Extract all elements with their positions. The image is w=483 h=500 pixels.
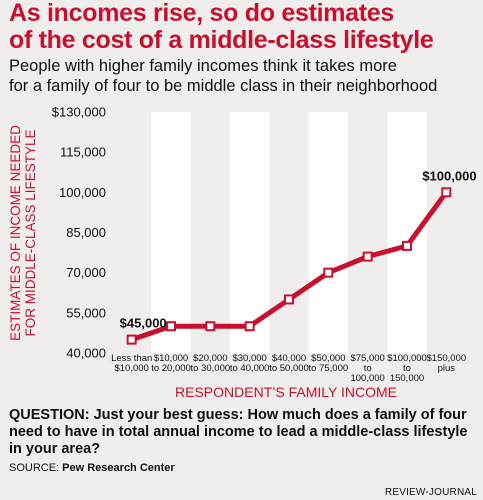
y-tick-label: 85,000 — [66, 225, 106, 240]
question-label: QUESTION: — [9, 407, 90, 423]
data-point-marker — [244, 321, 255, 332]
y-tick-label: 100,000 — [59, 185, 106, 200]
y-axis-title-line-1: ESTIMATES OF INCOME NEEDED — [8, 125, 23, 341]
data-point-marker — [166, 321, 176, 332]
y-tick-label: 70,000 — [66, 265, 106, 280]
data-label: $45,000 — [120, 316, 167, 331]
y-axis-title-line-2: FOR MIDDLE-CLASS LIFESTYLE — [23, 129, 38, 336]
y-tick-label: 40,000 — [66, 346, 106, 361]
data-label: $100,000 — [422, 168, 476, 183]
headline-line-1: As incomes rise, so do estimates — [9, 0, 395, 27]
data-point-marker — [284, 294, 294, 305]
background-band — [230, 112, 270, 353]
data-labels: $45,000 $100,000 — [120, 168, 477, 330]
chart-background-bands — [151, 112, 427, 353]
data-point-marker — [402, 240, 412, 251]
x-tick-label: $75,000 to 100,000 — [350, 353, 384, 384]
x-tick-label: $50,000 to 75,000 — [309, 353, 349, 374]
data-point-marker — [362, 251, 373, 262]
x-axis-title: RESPONDENT’S FAMILY INCOME — [175, 384, 397, 400]
series-markers — [126, 187, 452, 345]
question-body: Just your best guess: How much does a fa… — [9, 407, 468, 457]
background-band — [387, 112, 427, 353]
x-tick-label: $150,000 plus — [427, 353, 467, 374]
x-tick-label: $20,000 to 30,000 — [191, 353, 231, 374]
data-point-marker — [205, 321, 216, 332]
x-axis-tick-labels: Less than $10,000$10,000 to 20,000$20,000 t… — [111, 353, 466, 384]
background-band — [308, 112, 348, 353]
y-tick-label: $130,000 — [52, 105, 106, 120]
x-tick-label: $40,000 to 50,000 — [269, 353, 309, 374]
y-axis-tick-labels: $130,000 115,000 100,000 85,000 70,000 55,000… — [52, 105, 106, 361]
background-band — [151, 112, 191, 353]
y-tick-label: 55,000 — [66, 305, 106, 320]
data-point-marker — [323, 267, 334, 278]
x-tick-label: $30,000 to 40,000 — [230, 353, 270, 374]
data-point-marker — [126, 334, 137, 345]
subhead-line-1: People with higher family incomes think … — [9, 57, 397, 75]
source-line: SOURCE: Pew Research Center — [9, 462, 175, 474]
data-point-marker — [441, 187, 452, 198]
headline-line-2: of the cost of a middle-class lifestyle — [9, 26, 434, 54]
line-chart: $130,000 115,000 100,000 85,000 70,000 55,000… — [8, 105, 477, 401]
x-tick-label: $100,000 to 150,000 — [387, 353, 427, 384]
question-text: QUESTION: Just your best guess: How much… — [9, 407, 477, 458]
headline: As incomes rise, so do estimates of the … — [9, 0, 479, 54]
publication-credit: REVIEW-JOURNAL — [384, 487, 477, 498]
source-label: SOURCE: — [9, 462, 60, 474]
y-tick-label: 115,000 — [60, 145, 106, 160]
x-tick-label: Less than $10,000 — [111, 353, 152, 374]
subheadline: People with higher family incomes think … — [9, 56, 479, 96]
x-tick-label: $10,000 to 20,000 — [151, 353, 191, 374]
source-name: Pew Research Center — [59, 462, 175, 474]
subhead-line-2: for a family of four to be middle class … — [9, 77, 438, 95]
